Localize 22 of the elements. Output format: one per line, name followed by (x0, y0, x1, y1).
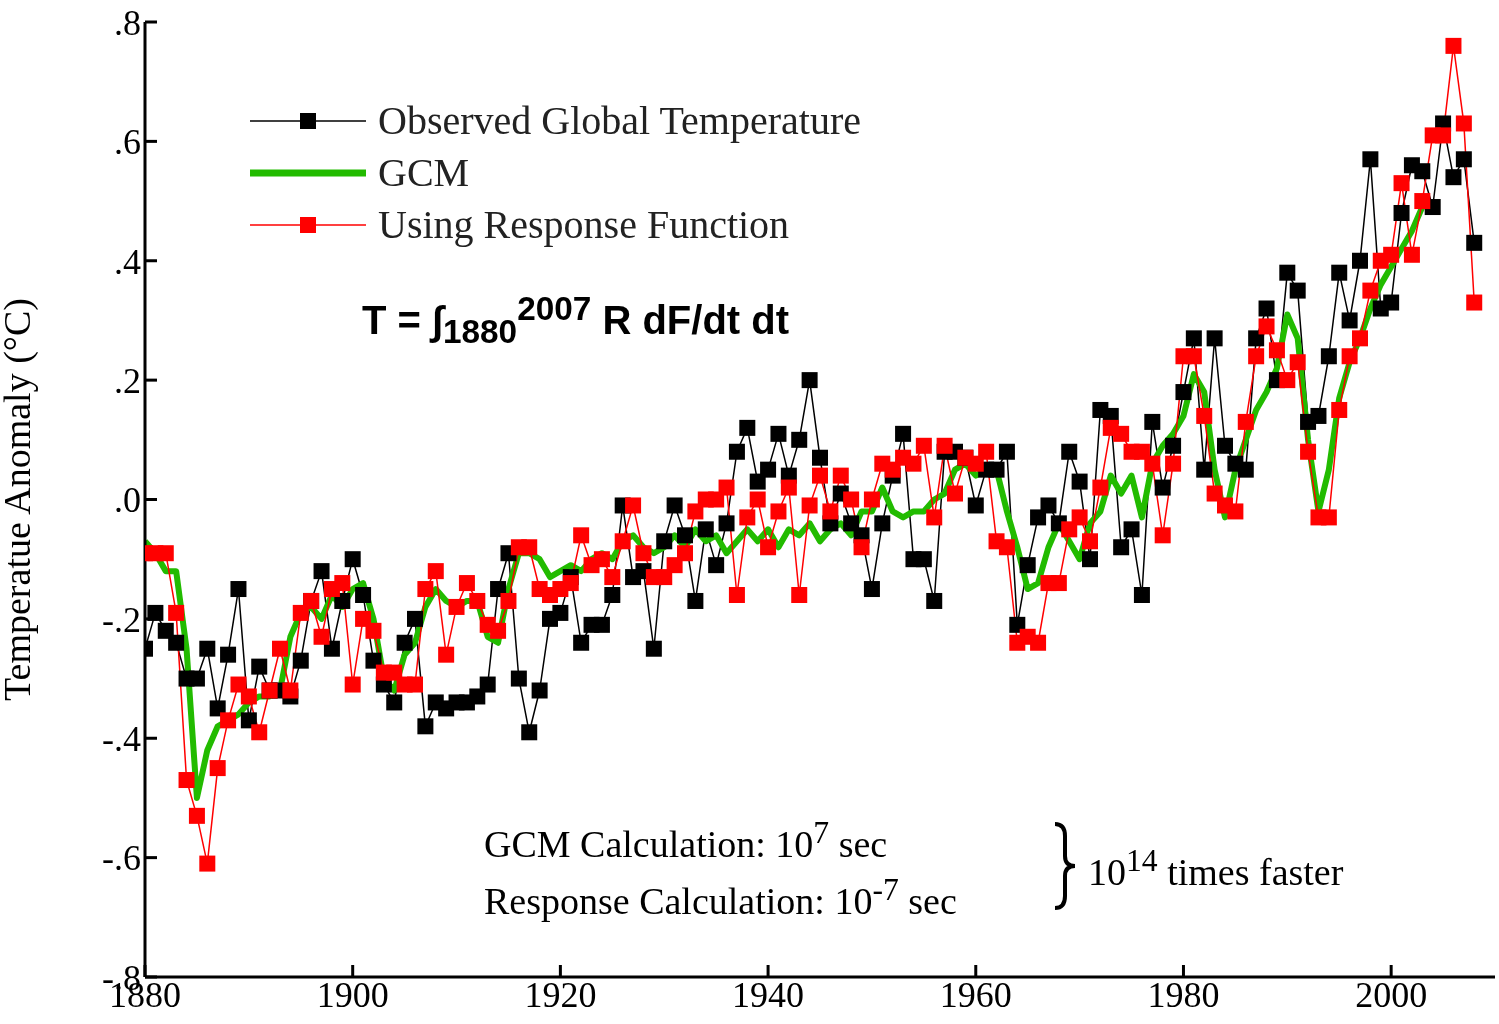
legend-label: GCM (378, 149, 470, 197)
legend-label: Using Response Function (378, 201, 790, 249)
x-tick-label: 1980 (1147, 974, 1220, 1015)
y-tick-label: .6 (114, 122, 141, 163)
legend-label: Observed Global Temperature (378, 97, 861, 145)
annotation: GCM Calculation: 10$^{7}$ sec (484, 815, 888, 866)
y-tick-label: .4 (114, 241, 141, 282)
y-tick-label: -.2 (102, 599, 141, 640)
y-tick-label: .0 (114, 480, 141, 521)
x-tick-label: 2000 (1355, 974, 1428, 1015)
annotation: Response Calculation: 10$^{-7}$ sec (484, 872, 957, 923)
y-tick-label: -.4 (102, 719, 141, 760)
y-tick-label: .8 (114, 2, 141, 43)
y-axis-title: Temperatue Anomaly (°C) (0, 298, 40, 701)
annotation: 10$^{14}$ times faster (1088, 843, 1344, 894)
x-tick-label: 1900 (316, 974, 389, 1015)
x-tick-label: 1940 (732, 974, 805, 1015)
x-tick-label: 1960 (939, 974, 1012, 1015)
y-tick-label: -.6 (102, 838, 141, 879)
annotation: T = ∫$_{1880}$$^{2007}$ R dF/dt dt (362, 290, 790, 352)
y-tick-label: .2 (114, 360, 141, 401)
x-tick-label: 1920 (524, 974, 597, 1015)
